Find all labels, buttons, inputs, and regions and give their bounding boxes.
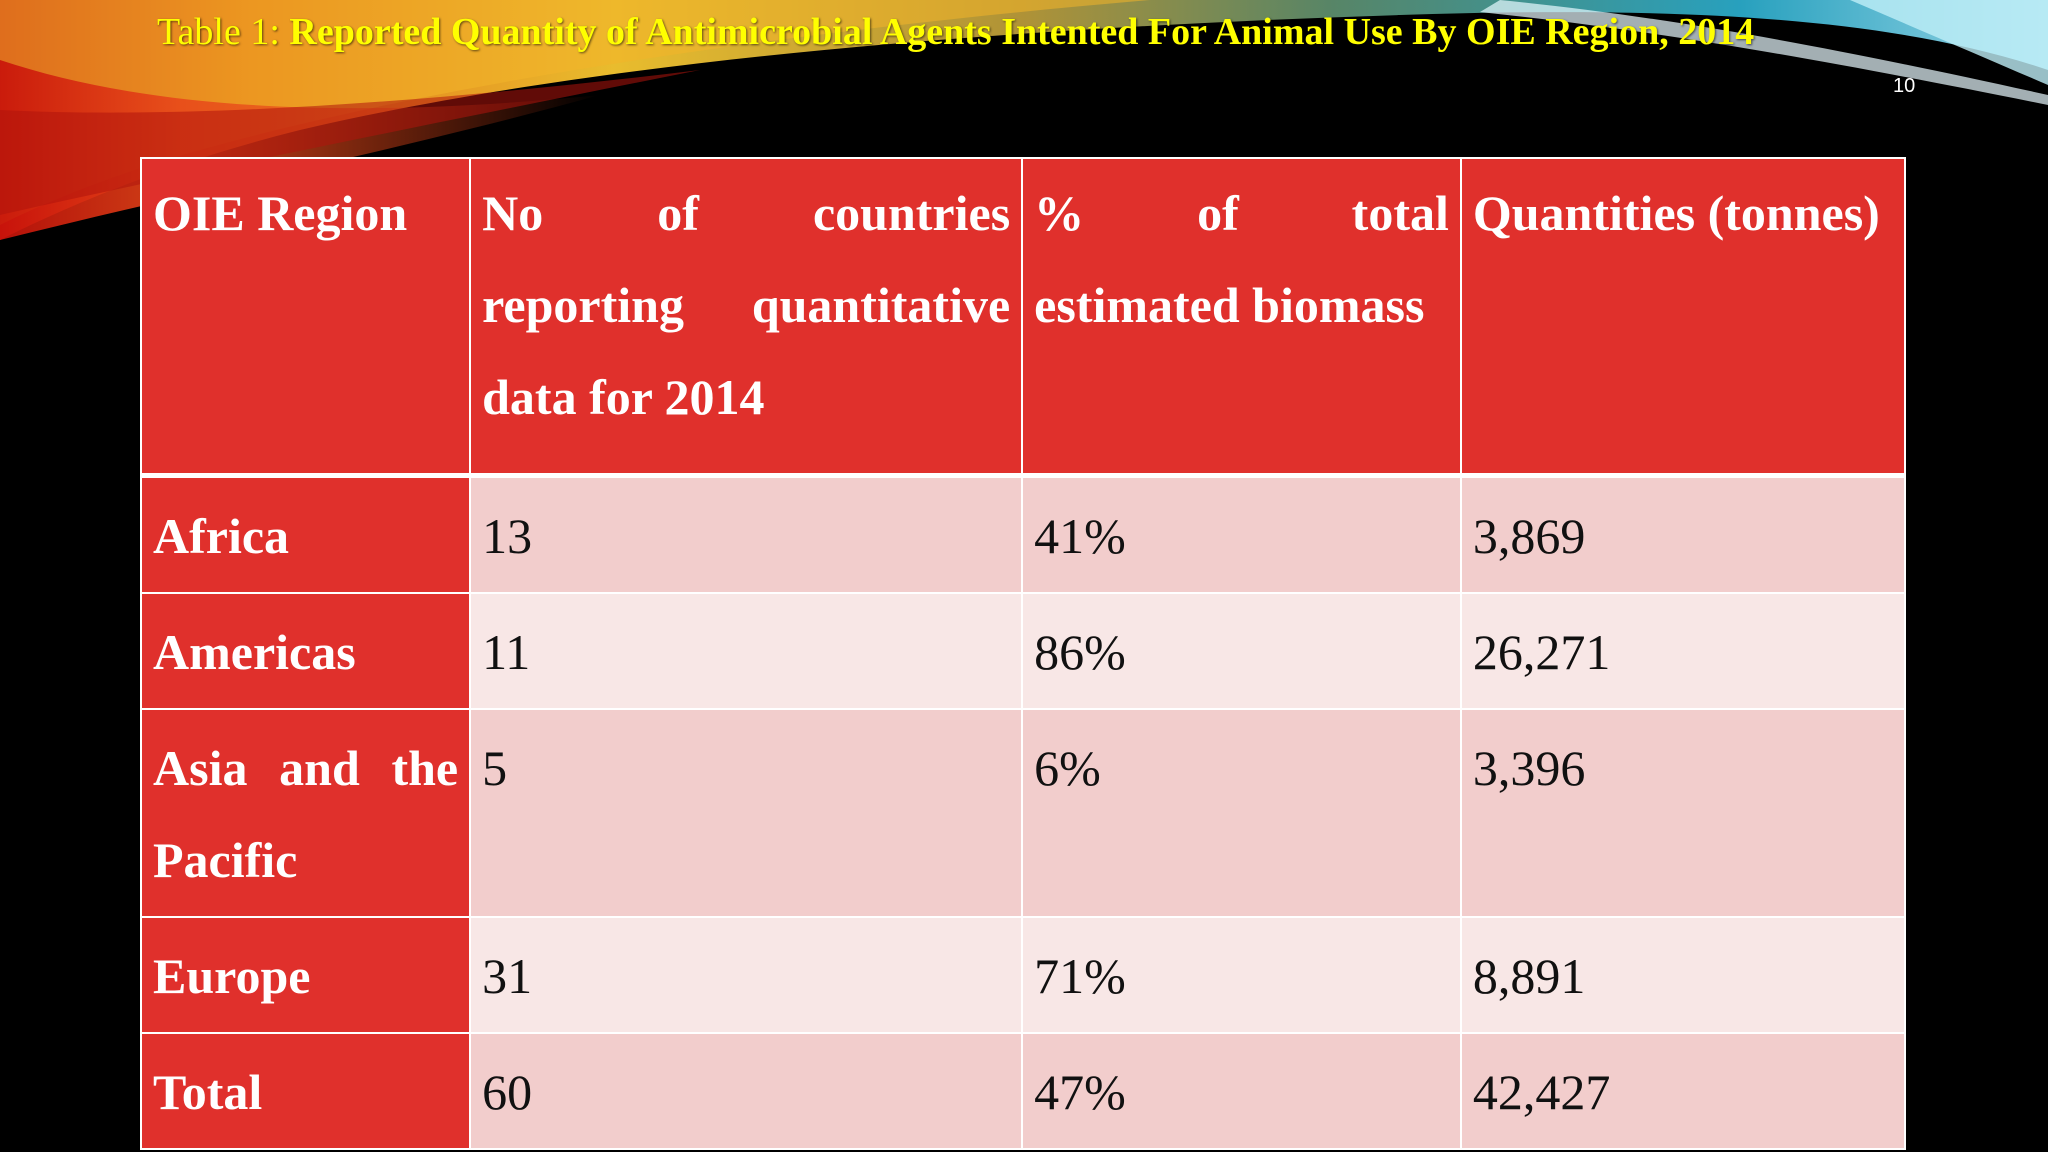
biomass-cell: 41% bbox=[1021, 474, 1462, 594]
header-biomass-percent: % of total estimated biomass bbox=[1021, 157, 1462, 476]
region-cell: Europe bbox=[139, 915, 472, 1034]
biomass-cell: 71% bbox=[1021, 915, 1462, 1034]
region-cell: Africa bbox=[139, 474, 472, 594]
title-prefix: Table 1: bbox=[157, 11, 290, 53]
biomass-cell: 86% bbox=[1021, 591, 1462, 710]
table-row: Europe 31 71% 8,891 bbox=[139, 915, 1907, 1034]
header-oie-region: OIE Region bbox=[139, 157, 472, 476]
quantities-cell: 26,271 bbox=[1459, 591, 1907, 710]
table-row-total: Total 60 47% 42,427 bbox=[139, 1031, 1907, 1150]
biomass-cell: 6% bbox=[1021, 707, 1462, 918]
quantities-cell: 3,396 bbox=[1459, 707, 1907, 918]
region-cell: Total bbox=[139, 1031, 472, 1150]
header-quantities: Quantities (tonnes) bbox=[1459, 157, 1907, 476]
countries-cell: 60 bbox=[469, 1031, 1024, 1150]
biomass-cell: 47% bbox=[1021, 1031, 1462, 1150]
page-number: 10 bbox=[1893, 75, 1916, 97]
region-cell: Asia and the Pacific bbox=[139, 707, 472, 918]
table-row: Africa 13 41% 3,869 bbox=[139, 474, 1907, 594]
table-row: Asia and the Pacific 5 6% 3,396 bbox=[139, 707, 1907, 918]
title-main: Reported Quantity of Antimicrobial Agent… bbox=[289, 11, 1755, 53]
header-countries-reporting: No of countries reporting quantitative d… bbox=[469, 157, 1024, 476]
table-header-row: OIE Region No of countries reporting qua… bbox=[139, 157, 1907, 476]
quantities-cell: 8,891 bbox=[1459, 915, 1907, 1034]
quantities-cell: 42,427 bbox=[1459, 1031, 1907, 1150]
data-table: OIE Region No of countries reporting qua… bbox=[139, 157, 1907, 1150]
table-row: Americas 11 86% 26,271 bbox=[139, 591, 1907, 710]
quantities-cell: 3,869 bbox=[1459, 474, 1907, 594]
countries-cell: 13 bbox=[469, 474, 1024, 594]
countries-cell: 11 bbox=[469, 591, 1024, 710]
countries-cell: 31 bbox=[469, 915, 1024, 1034]
region-cell: Americas bbox=[139, 591, 472, 710]
slide-title: Table 1: Reported Quantity of Antimicrob… bbox=[157, 10, 1877, 55]
countries-cell: 5 bbox=[469, 707, 1024, 918]
